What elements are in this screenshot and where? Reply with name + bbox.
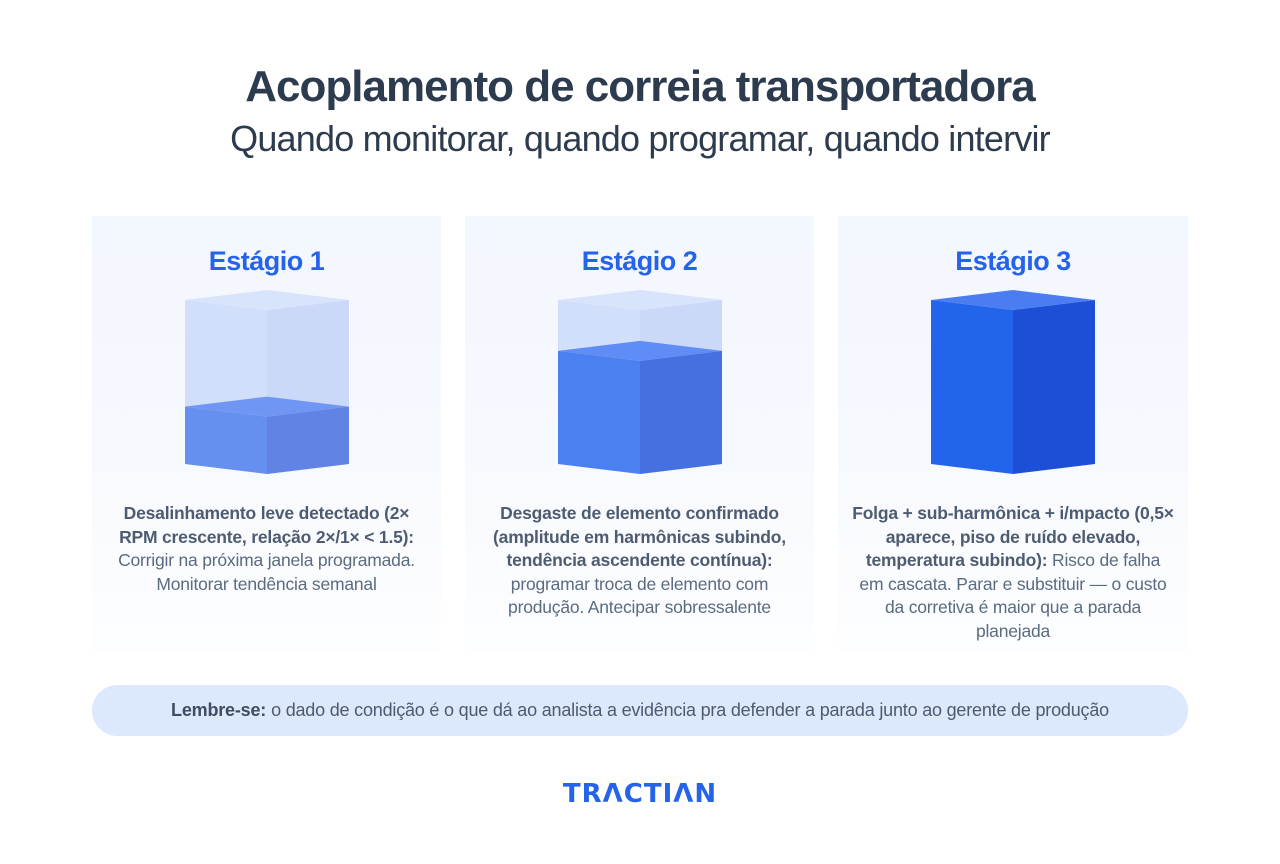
- stage-card-3: Estágio 3 Folga + sub-harmônica + i/mpac…: [838, 216, 1188, 652]
- stage-action: Risco de falha em cascata. Parar e subst…: [859, 550, 1167, 641]
- page-subtitle: Quando monitorar, quando programar, quan…: [230, 118, 1051, 159]
- reminder-label: Lembre-se:: [171, 700, 267, 720]
- reminder-text: o dado de condição é o que dá ao analist…: [271, 700, 1109, 720]
- stage-card-2: Estágio 2 Desgaste de elemento confirmad…: [465, 216, 814, 652]
- stage-title: Estágio 3: [955, 246, 1071, 276]
- stage-description: Desalinhamento leve detectado (2× RPM cr…: [106, 502, 427, 596]
- stage-condition: Desalinhamento leve detectado (2× RPM cr…: [119, 503, 414, 547]
- cube-fill-full-icon: [931, 290, 1095, 474]
- stage-condition: Folga + sub-harmônica + i/mpacto (0,5× a…: [852, 503, 1174, 570]
- reminder-banner: Lembre-se: o dado de condição é o que dá…: [92, 685, 1188, 736]
- cube-fill-low-icon: [184, 290, 349, 474]
- stage-title: Estágio 2: [581, 246, 698, 276]
- cube-fill-mid-icon: [557, 290, 722, 474]
- stage-description: Desgaste de elemento confirmado (amplitu…: [479, 502, 800, 620]
- page-title: Acoplamento de correia transportadora: [245, 62, 1035, 111]
- stage-action: programar troca de elemento com produção…: [508, 573, 771, 618]
- stage-action: Corrigir na próxima janela programada. M…: [118, 550, 415, 594]
- stage-card-1: Estágio 1 Desalinhamento leve detectado …: [92, 216, 441, 652]
- tractian-logo: TRΛCTIΛN: [562, 779, 718, 809]
- stage-description: Folga + sub-harmônica + i/mpacto (0,5× a…: [852, 502, 1174, 643]
- stage-condition: Desgaste de elemento confirmado (amplitu…: [493, 503, 786, 570]
- stage-title: Estágio 1: [208, 246, 325, 276]
